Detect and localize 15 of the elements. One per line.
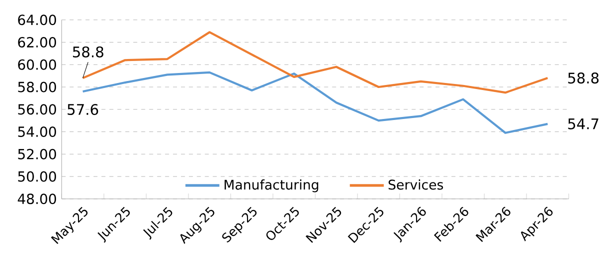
- y-tick-label: 56.00: [18, 104, 56, 115]
- y-tick-label: 62.00: [18, 37, 56, 48]
- y-tick-label: 48.00: [18, 194, 56, 204]
- data-label: 54.7: [568, 118, 598, 130]
- data-label: 58.8: [72, 46, 104, 58]
- y-tick-label: 52.00: [18, 149, 56, 160]
- y-tick-label: 64.00: [18, 14, 56, 26]
- y-tick-label: 50.00: [18, 171, 56, 182]
- y-tick-label: 54.00: [18, 126, 56, 138]
- data-label: 58.8: [568, 72, 599, 84]
- y-tick-label: 58.00: [18, 82, 56, 92]
- data-label: 57.6: [68, 104, 98, 116]
- y-tick-label: 60.00: [18, 60, 56, 70]
- legend-label: Services: [388, 180, 444, 190]
- legend-label: Manufacturing: [224, 180, 318, 193]
